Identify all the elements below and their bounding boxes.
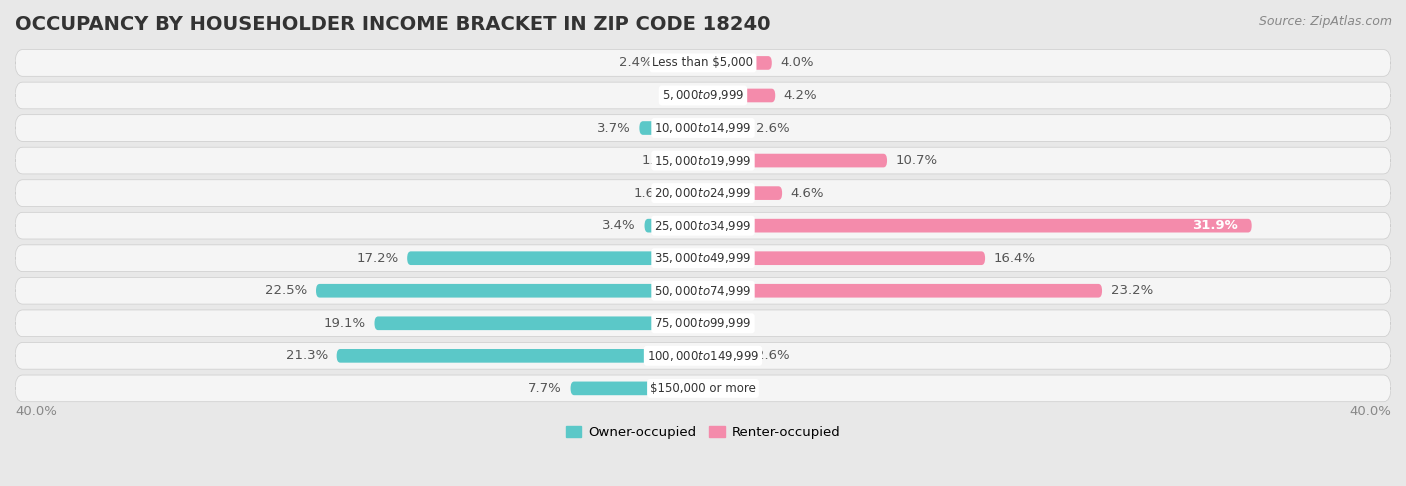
Text: 16.4%: 16.4% <box>994 252 1036 265</box>
Text: 0.0%: 0.0% <box>711 382 745 395</box>
FancyBboxPatch shape <box>662 56 703 70</box>
Text: 21.3%: 21.3% <box>285 349 328 363</box>
Text: 19.1%: 19.1% <box>323 317 366 330</box>
FancyBboxPatch shape <box>15 115 1391 141</box>
FancyBboxPatch shape <box>703 284 1102 297</box>
Text: $35,000 to $49,999: $35,000 to $49,999 <box>654 251 752 265</box>
Text: Less than $5,000: Less than $5,000 <box>652 56 754 69</box>
Text: 10.7%: 10.7% <box>896 154 938 167</box>
FancyBboxPatch shape <box>15 343 1391 369</box>
FancyBboxPatch shape <box>316 284 703 297</box>
Text: $100,000 to $149,999: $100,000 to $149,999 <box>647 349 759 363</box>
FancyBboxPatch shape <box>703 349 748 363</box>
Text: $50,000 to $74,999: $50,000 to $74,999 <box>654 284 752 298</box>
FancyBboxPatch shape <box>408 251 703 265</box>
FancyBboxPatch shape <box>15 180 1391 207</box>
FancyBboxPatch shape <box>703 219 1251 232</box>
FancyBboxPatch shape <box>15 278 1391 304</box>
Text: 7.7%: 7.7% <box>529 382 562 395</box>
Text: 0.0%: 0.0% <box>661 89 695 102</box>
FancyBboxPatch shape <box>15 212 1391 239</box>
FancyBboxPatch shape <box>675 186 703 200</box>
Text: 3.4%: 3.4% <box>602 219 636 232</box>
FancyBboxPatch shape <box>703 186 782 200</box>
FancyBboxPatch shape <box>703 251 986 265</box>
Text: $10,000 to $14,999: $10,000 to $14,999 <box>654 121 752 135</box>
FancyBboxPatch shape <box>703 154 887 167</box>
FancyBboxPatch shape <box>685 154 703 167</box>
FancyBboxPatch shape <box>640 121 703 135</box>
Text: 2.6%: 2.6% <box>756 349 790 363</box>
FancyBboxPatch shape <box>15 245 1391 272</box>
Text: 22.5%: 22.5% <box>266 284 308 297</box>
Text: $20,000 to $24,999: $20,000 to $24,999 <box>654 186 752 200</box>
Text: 4.0%: 4.0% <box>780 56 814 69</box>
Text: 2.4%: 2.4% <box>620 56 654 69</box>
FancyBboxPatch shape <box>15 50 1391 76</box>
Legend: Owner-occupied, Renter-occupied: Owner-occupied, Renter-occupied <box>560 421 846 445</box>
Text: $5,000 to $9,999: $5,000 to $9,999 <box>662 88 744 103</box>
Text: 4.6%: 4.6% <box>790 187 824 200</box>
Text: 23.2%: 23.2% <box>1111 284 1153 297</box>
FancyBboxPatch shape <box>644 219 703 232</box>
Text: 1.6%: 1.6% <box>633 187 666 200</box>
Text: 2.6%: 2.6% <box>756 122 790 135</box>
FancyBboxPatch shape <box>15 375 1391 402</box>
FancyBboxPatch shape <box>15 310 1391 337</box>
Text: $150,000 or more: $150,000 or more <box>650 382 756 395</box>
FancyBboxPatch shape <box>374 316 703 330</box>
Text: 4.2%: 4.2% <box>783 89 817 102</box>
Text: 40.0%: 40.0% <box>1350 405 1391 418</box>
Text: 0.0%: 0.0% <box>711 317 745 330</box>
FancyBboxPatch shape <box>15 82 1391 109</box>
Text: Source: ZipAtlas.com: Source: ZipAtlas.com <box>1258 15 1392 28</box>
Text: $75,000 to $99,999: $75,000 to $99,999 <box>654 316 752 330</box>
Text: $15,000 to $19,999: $15,000 to $19,999 <box>654 154 752 168</box>
Text: OCCUPANCY BY HOUSEHOLDER INCOME BRACKET IN ZIP CODE 18240: OCCUPANCY BY HOUSEHOLDER INCOME BRACKET … <box>15 15 770 34</box>
FancyBboxPatch shape <box>703 56 772 70</box>
FancyBboxPatch shape <box>336 349 703 363</box>
Text: 3.7%: 3.7% <box>598 122 631 135</box>
Text: 40.0%: 40.0% <box>15 405 56 418</box>
FancyBboxPatch shape <box>15 147 1391 174</box>
FancyBboxPatch shape <box>571 382 703 395</box>
FancyBboxPatch shape <box>703 121 748 135</box>
Text: 31.9%: 31.9% <box>1192 219 1237 232</box>
Text: 17.2%: 17.2% <box>356 252 398 265</box>
Text: 1.1%: 1.1% <box>641 154 675 167</box>
Text: $25,000 to $34,999: $25,000 to $34,999 <box>654 219 752 233</box>
FancyBboxPatch shape <box>703 88 775 103</box>
